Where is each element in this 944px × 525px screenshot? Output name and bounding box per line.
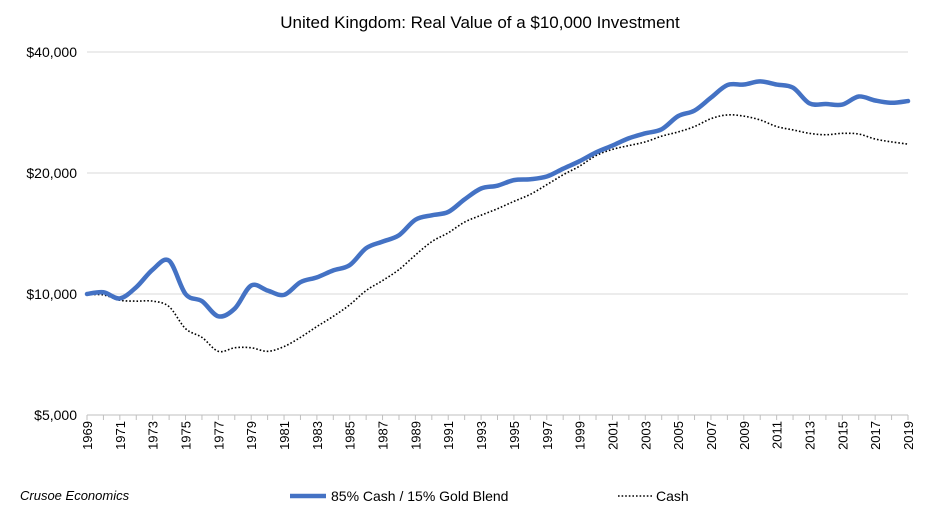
x-tick-label: 1999	[573, 421, 588, 450]
x-tick-label: 2015	[835, 421, 850, 450]
x-tick-label: 1979	[244, 421, 259, 450]
x-axis: 1969 1971 1973 1975 1977 1979 1981 1983 1985 1987…	[80, 414, 916, 450]
series-line-cash	[86, 113, 909, 353]
chart-title: United Kingdom: Real Value of a $10,000 …	[280, 13, 680, 32]
x-tick-label: 1983	[310, 421, 325, 450]
x-tick-label: 2001	[605, 421, 620, 450]
series-line-blend	[84, 79, 911, 319]
x-tick-label: 2013	[802, 421, 817, 450]
x-tick-label: 2007	[704, 421, 719, 450]
gridlines	[87, 51, 908, 295]
x-tick-label: 1997	[540, 421, 555, 450]
legend: 85% Cash / 15% Gold Blend Cash	[290, 488, 689, 504]
x-tick-label: 1975	[179, 421, 194, 450]
source-note: Crusoe Economics	[20, 488, 130, 503]
y-tick-label: $40,000	[26, 44, 77, 60]
legend-label: 85% Cash / 15% Gold Blend	[331, 488, 508, 504]
series-lines	[84, 79, 911, 353]
y-tick-label: $20,000	[26, 165, 77, 181]
x-tick-label: 1969	[80, 421, 95, 450]
x-tick-label: 1977	[211, 421, 226, 450]
x-tick-label: 2011	[770, 421, 785, 449]
y-axis-ticks: $5,000 $10,000 $20,000 $40,000	[26, 44, 77, 423]
x-tick-label: 2009	[737, 421, 752, 450]
legend-label: Cash	[656, 488, 689, 504]
x-tick-label: 1995	[507, 421, 522, 450]
x-tick-label: 1985	[343, 421, 358, 450]
x-tick-label: 2003	[638, 421, 653, 450]
x-tick-label: 1989	[408, 421, 423, 450]
y-tick-label: $10,000	[26, 286, 77, 302]
x-tick-label: 1971	[113, 421, 128, 450]
x-tick-label: 1987	[376, 421, 391, 450]
x-tick-label: 2017	[868, 421, 883, 450]
x-tick-label: 2005	[671, 421, 686, 450]
x-tick-label: 2019	[901, 421, 916, 450]
y-tick-label: $5,000	[34, 407, 77, 423]
x-tick-label: 1991	[441, 421, 456, 450]
x-tick-label: 1993	[474, 421, 489, 450]
x-tick-label: 1973	[146, 421, 161, 450]
x-tick-label: 1981	[277, 421, 292, 450]
